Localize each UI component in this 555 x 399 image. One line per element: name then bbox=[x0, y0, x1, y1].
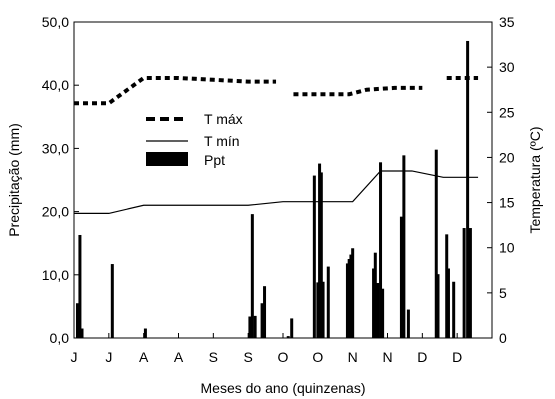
x-tick-label: D bbox=[417, 349, 427, 365]
ppt-bar bbox=[379, 162, 383, 338]
ppt-bar bbox=[466, 40, 470, 339]
ppt-bar bbox=[434, 149, 438, 338]
x-tick-label: D bbox=[452, 349, 462, 365]
ppt-bar bbox=[110, 264, 114, 338]
ppt-bar bbox=[290, 318, 294, 338]
ppt-bar bbox=[263, 286, 267, 338]
precipitation-bars bbox=[75, 40, 472, 339]
tmin-series bbox=[74, 170, 479, 215]
x-tick-label: A bbox=[174, 349, 184, 365]
ppt-bar bbox=[446, 268, 450, 338]
y-left-tick-label: 10,0 bbox=[42, 267, 69, 283]
legend-tmin-label: T mín bbox=[204, 133, 240, 149]
y-right-tick-label: 30 bbox=[499, 59, 515, 75]
y-right-tick-label: 5 bbox=[499, 285, 507, 301]
ppt-bar bbox=[319, 172, 323, 338]
ppt-bar bbox=[381, 288, 385, 338]
ppt-bar bbox=[349, 254, 353, 338]
legend: T máx T mín Ppt bbox=[146, 111, 243, 168]
ppt-bar bbox=[452, 281, 456, 338]
axes: 0,0 10,0 20,0 30,0 40,0 50,0 0 5 10 15 20 25 30 35 J J A… bbox=[42, 14, 515, 365]
y-right-tick-label: 0 bbox=[499, 330, 507, 346]
ppt-bar bbox=[286, 336, 290, 338]
ppt-bar bbox=[376, 283, 380, 338]
y-right-tick-label: 35 bbox=[499, 14, 515, 30]
ppt-bar bbox=[248, 316, 252, 338]
y-axis-right-title: Temperatura (ºC) bbox=[527, 126, 543, 233]
ppt-bar bbox=[260, 303, 264, 338]
x-tick-label: N bbox=[348, 349, 358, 365]
plot-frame bbox=[73, 21, 493, 339]
ppt-bar bbox=[345, 263, 349, 338]
ppt-bar bbox=[406, 309, 410, 338]
y-right-tick-label: 25 bbox=[499, 104, 515, 120]
y-axis-left-title: Precipitação (mm) bbox=[6, 123, 22, 237]
ppt-bar bbox=[468, 228, 472, 338]
ppt-bar bbox=[436, 274, 440, 338]
ppt-bar bbox=[80, 328, 84, 338]
ppt-bar bbox=[318, 163, 322, 338]
tmax-series bbox=[74, 75, 479, 106]
ppt-bar bbox=[326, 266, 330, 338]
x-tick-label: O bbox=[278, 349, 289, 365]
tmax-line bbox=[293, 85, 423, 97]
legend-ppt-label: Ppt bbox=[204, 152, 225, 168]
ppt-bar bbox=[372, 268, 376, 338]
y-left-tick-label: 30,0 bbox=[42, 140, 69, 156]
legend-ppt-swatch bbox=[146, 152, 188, 166]
ppt-bar bbox=[347, 259, 351, 338]
ppt-bar bbox=[321, 281, 325, 338]
x-tick-label: J bbox=[105, 349, 112, 365]
ppt-bar bbox=[373, 252, 377, 338]
ppt-bar bbox=[75, 303, 79, 338]
x-tick-label: A bbox=[139, 349, 149, 365]
ppt-bar bbox=[250, 214, 254, 338]
y-left-tick-label: 50,0 bbox=[42, 14, 69, 30]
y-left-tick-label: 40,0 bbox=[42, 77, 69, 93]
ppt-bar bbox=[399, 216, 403, 338]
legend-tmax-label: T máx bbox=[204, 111, 243, 127]
y-left-tick-label: 0,0 bbox=[50, 330, 70, 346]
ppt-bar bbox=[78, 234, 82, 338]
x-tick-label: O bbox=[312, 349, 323, 365]
tmax-line bbox=[74, 75, 277, 106]
y-right-tick-label: 20 bbox=[499, 149, 515, 165]
ppt-bar bbox=[445, 234, 449, 338]
x-axis-title: Meses do ano (quinzenas) bbox=[201, 380, 366, 396]
ppt-bar bbox=[312, 175, 316, 338]
x-tick-label: J bbox=[71, 349, 78, 365]
ppt-bar bbox=[253, 315, 257, 338]
x-tick-label: S bbox=[209, 349, 218, 365]
x-tick-label: S bbox=[243, 349, 252, 365]
y-left-tick-label: 20,0 bbox=[42, 204, 69, 220]
ppt-bar bbox=[143, 328, 147, 338]
x-tick-label: N bbox=[382, 349, 392, 365]
ppt-bar bbox=[462, 228, 466, 338]
ppt-bar bbox=[316, 282, 320, 338]
y-right-tick-label: 10 bbox=[499, 240, 515, 256]
ppt-bar bbox=[402, 155, 406, 338]
tmin-line bbox=[74, 170, 479, 215]
ppt-bar bbox=[351, 248, 355, 338]
y-right-tick-label: 15 bbox=[499, 195, 515, 211]
